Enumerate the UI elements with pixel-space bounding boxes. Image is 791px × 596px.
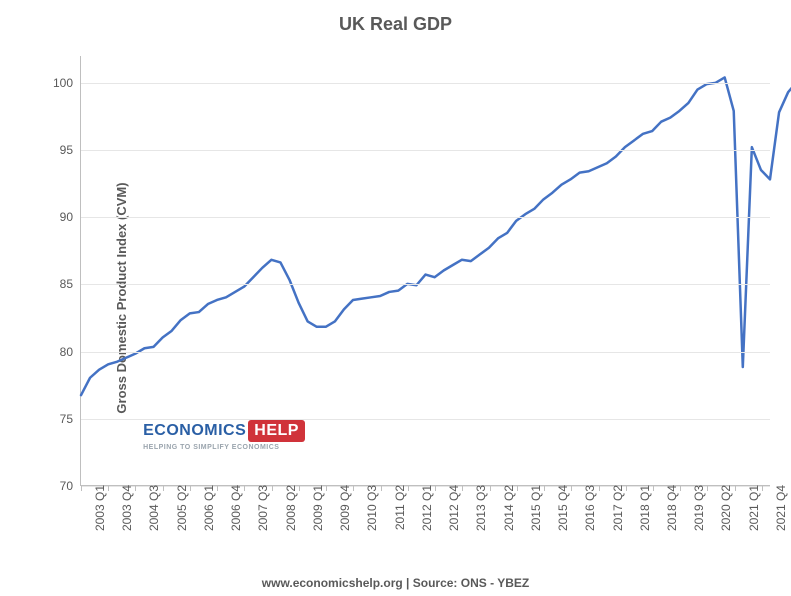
y-tick-label: 80: [60, 345, 81, 359]
x-tick-label: 2015 Q4: [548, 485, 570, 531]
chart-footer: www.economicshelp.org | Source: ONS - YB…: [0, 576, 791, 590]
x-tick-mark: [653, 485, 654, 491]
x-tick-label: 2007 Q3: [248, 485, 270, 531]
x-tick-label: 2018 Q1: [630, 485, 652, 531]
x-tick-mark: [299, 485, 300, 491]
x-tick-mark: [599, 485, 600, 491]
grid-line: [81, 83, 770, 84]
x-tick-label: 2003 Q1: [85, 485, 107, 531]
x-tick-label: 2021 Q1: [739, 485, 761, 531]
y-tick-label: 75: [60, 412, 81, 426]
x-tick-mark: [490, 485, 491, 491]
y-tick-label: 100: [53, 76, 81, 90]
x-tick-label: 2004 Q3: [139, 485, 161, 531]
x-tick-mark: [680, 485, 681, 491]
x-tick-mark: [435, 485, 436, 491]
y-tick-label: 85: [60, 277, 81, 291]
x-tick-mark: [81, 485, 82, 491]
x-tick-label: 2013 Q3: [466, 485, 488, 531]
x-tick-label: 2003 Q4: [112, 485, 134, 531]
y-tick-label: 70: [60, 479, 81, 493]
chart-container: UK Real GDP Gross Domestic Product Index…: [0, 0, 791, 596]
grid-line: [81, 419, 770, 420]
x-tick-mark: [190, 485, 191, 491]
x-tick-label: 2009 Q1: [303, 485, 325, 531]
x-tick-mark: [272, 485, 273, 491]
x-tick-mark: [408, 485, 409, 491]
grid-line: [81, 217, 770, 218]
x-tick-label: 2008 Q2: [276, 485, 298, 531]
x-tick-label: 2020 Q2: [711, 485, 733, 531]
x-tick-mark: [381, 485, 382, 491]
x-tick-mark: [571, 485, 572, 491]
x-tick-mark: [244, 485, 245, 491]
x-tick-mark: [135, 485, 136, 491]
x-tick-label: 2015 Q1: [521, 485, 543, 531]
x-tick-label: 2011 Q2: [385, 485, 407, 530]
x-tick-label: 2021 Q4: [766, 485, 788, 531]
grid-line: [81, 352, 770, 353]
x-tick-mark: [353, 485, 354, 491]
x-tick-label: 2009 Q4: [330, 485, 352, 531]
x-tick-label: 2019 Q3: [684, 485, 706, 531]
plot-area: ECONOMICSHELP HELPING TO SIMPLIFY ECONOM…: [80, 56, 770, 486]
grid-line: [81, 284, 770, 285]
logo-tagline: HELPING TO SIMPLIFY ECONOMICS: [143, 444, 305, 451]
x-tick-mark: [735, 485, 736, 491]
logo-text-main: ECONOMICS: [143, 422, 246, 439]
x-tick-mark: [462, 485, 463, 491]
x-tick-label: 2014 Q2: [494, 485, 516, 531]
x-tick-mark: [707, 485, 708, 491]
x-tick-label: 2012 Q4: [439, 485, 461, 531]
x-tick-label: 2018 Q4: [657, 485, 679, 531]
x-tick-label: 2006 Q1: [194, 485, 216, 531]
x-tick-mark: [217, 485, 218, 491]
x-tick-mark: [544, 485, 545, 491]
x-tick-mark: [762, 485, 763, 491]
x-tick-mark: [326, 485, 327, 491]
chart-title: UK Real GDP: [0, 14, 791, 35]
x-tick-mark: [626, 485, 627, 491]
y-tick-label: 90: [60, 210, 81, 224]
x-tick-label: 2016 Q3: [575, 485, 597, 531]
x-tick-label: 2006 Q4: [221, 485, 243, 531]
economicshelp-logo: ECONOMICSHELP HELPING TO SIMPLIFY ECONOM…: [143, 420, 305, 451]
x-tick-mark: [517, 485, 518, 491]
x-tick-label: 2012 Q1: [412, 485, 434, 531]
x-tick-label: 2005 Q2: [167, 485, 189, 531]
x-tick-label: 2017 Q2: [603, 485, 625, 531]
logo-badge: HELP: [248, 420, 305, 442]
x-tick-mark: [108, 485, 109, 491]
y-tick-label: 95: [60, 143, 81, 157]
x-tick-label: 2010 Q3: [357, 485, 379, 531]
grid-line: [81, 150, 770, 151]
x-tick-mark: [163, 485, 164, 491]
